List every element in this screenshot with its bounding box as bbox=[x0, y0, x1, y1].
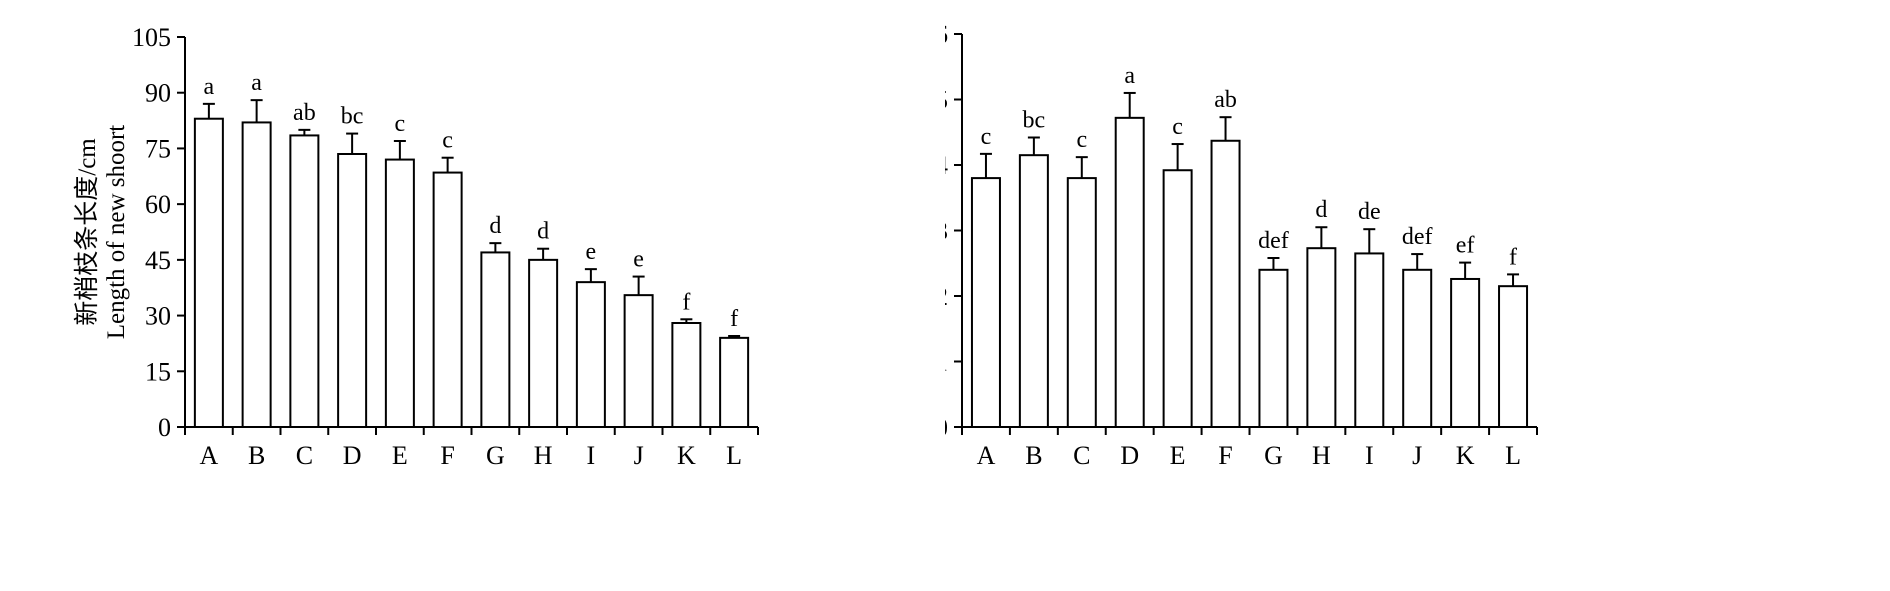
y-tick-label: 60 bbox=[145, 190, 171, 219]
x-tick-label-C: C bbox=[1073, 441, 1090, 470]
x-tick-label-A: A bbox=[199, 441, 218, 470]
x-tick-label-K: K bbox=[677, 441, 696, 470]
significance-label-H: d bbox=[537, 219, 549, 245]
y-tick-label: 45 bbox=[145, 246, 171, 275]
x-tick-label-E: E bbox=[392, 441, 408, 470]
bar-H bbox=[528, 258, 559, 428]
bar-B bbox=[1018, 154, 1049, 429]
bar-C bbox=[1066, 177, 1097, 428]
significance-label-J: def bbox=[1402, 224, 1433, 250]
x-tick-label-J: J bbox=[1412, 441, 1422, 470]
significance-label-H: d bbox=[1315, 197, 1327, 223]
x-tick-label-G: G bbox=[486, 441, 505, 470]
shoot-length-chart: 0 15 30 45 60 75 90 105 a Aa Bab Cbc Dc Ec Fd Gd He Ie Jf K… bbox=[73, 23, 759, 470]
x-tick-label-E: E bbox=[1170, 441, 1186, 470]
x-tick-label-H: H bbox=[1312, 441, 1331, 470]
y-tick-label: 5 bbox=[945, 86, 948, 115]
x-tick-label-D: D bbox=[343, 441, 362, 470]
significance-label-D: bc bbox=[341, 104, 364, 130]
x-tick-label-K: K bbox=[1456, 441, 1475, 470]
y-tick-label: 75 bbox=[145, 134, 171, 163]
significance-label-B: a bbox=[251, 70, 262, 96]
bar-B bbox=[241, 121, 272, 429]
bar-L bbox=[1498, 285, 1529, 428]
significance-label-C: c bbox=[1076, 127, 1087, 153]
x-tick-label-B: B bbox=[1025, 441, 1042, 470]
bar-G bbox=[1258, 268, 1289, 428]
significance-label-I: de bbox=[1358, 199, 1381, 225]
x-tick-label-J: J bbox=[634, 441, 644, 470]
bar-D bbox=[337, 153, 368, 428]
significance-label-J: e bbox=[633, 247, 644, 273]
significance-label-A: c bbox=[981, 124, 992, 150]
bar-F bbox=[1210, 139, 1241, 428]
significance-label-K: ef bbox=[1456, 233, 1475, 259]
bar-I bbox=[1354, 252, 1385, 428]
bar-E bbox=[1162, 169, 1193, 429]
x-tick-label-L: L bbox=[1505, 441, 1521, 470]
significance-label-L: f bbox=[730, 306, 738, 332]
y-tick-label: 2 bbox=[945, 282, 948, 311]
significance-label-F: c bbox=[442, 128, 453, 154]
x-tick-label-D: D bbox=[1120, 441, 1139, 470]
bar-D bbox=[1114, 116, 1145, 428]
x-tick-label-L: L bbox=[726, 441, 742, 470]
y-tick-label: 3 bbox=[945, 217, 948, 246]
significance-label-C: ab bbox=[293, 100, 316, 126]
y-tick-label: 6 bbox=[945, 20, 948, 49]
bar-J bbox=[623, 294, 654, 428]
x-tick-label-C: C bbox=[296, 441, 313, 470]
significance-label-L: f bbox=[1509, 244, 1517, 270]
significance-label-G: def bbox=[1258, 228, 1289, 254]
y-tick-label: 4 bbox=[945, 151, 948, 180]
y-tick-label: 1 bbox=[945, 348, 948, 377]
bar-I bbox=[575, 281, 606, 428]
y-tick-label: 30 bbox=[145, 302, 171, 331]
bar-J bbox=[1402, 268, 1433, 428]
bar-K bbox=[1450, 277, 1481, 428]
y-axis-title-en: Length of new shoort bbox=[103, 125, 130, 340]
bar-G bbox=[480, 251, 511, 428]
y-tick-label: 90 bbox=[145, 79, 171, 108]
chart-right-panel: 0123456cAbcBcCaDcEabFdefGdHdeIdefJefKfL新… bbox=[945, 0, 1890, 591]
bar-H bbox=[1306, 247, 1337, 428]
internode-length-chart: 0123456cAbcBcCaDcEabFdefGdHdeIdefJefKfL新… bbox=[945, 20, 1538, 470]
significance-label-E: c bbox=[395, 111, 406, 137]
x-tick-label-I: I bbox=[587, 441, 596, 470]
x-tick-label-A: A bbox=[977, 441, 996, 470]
x-tick-label-B: B bbox=[248, 441, 265, 470]
y-tick-label: 15 bbox=[145, 357, 171, 386]
x-tick-label-F: F bbox=[440, 441, 454, 470]
bar-F bbox=[432, 171, 463, 428]
y-tick-label: 0 bbox=[945, 413, 948, 442]
x-tick-label-H: H bbox=[534, 441, 553, 470]
bar-C bbox=[289, 134, 320, 429]
bar-K bbox=[671, 322, 702, 428]
y-tick-label: 105 bbox=[132, 23, 171, 52]
bar-A bbox=[193, 117, 224, 428]
x-tick-label-G: G bbox=[1264, 441, 1283, 470]
x-tick-label-I: I bbox=[1365, 441, 1374, 470]
bar-A bbox=[970, 177, 1001, 428]
y-axis-title-cn: 新梢枝条长度/cm bbox=[73, 138, 101, 326]
significance-label-A: a bbox=[204, 74, 215, 100]
significance-label-G: d bbox=[489, 213, 501, 239]
x-tick-label-F: F bbox=[1218, 441, 1232, 470]
bar-E bbox=[384, 158, 415, 428]
significance-label-E: c bbox=[1172, 114, 1183, 140]
bar-L bbox=[719, 336, 750, 429]
y-tick-label: 0 bbox=[158, 413, 171, 442]
significance-label-I: e bbox=[586, 239, 597, 265]
significance-label-B: bc bbox=[1023, 107, 1046, 133]
significance-label-D: a bbox=[1124, 63, 1135, 89]
significance-label-F: ab bbox=[1214, 87, 1237, 113]
significance-label-K: f bbox=[682, 289, 690, 315]
